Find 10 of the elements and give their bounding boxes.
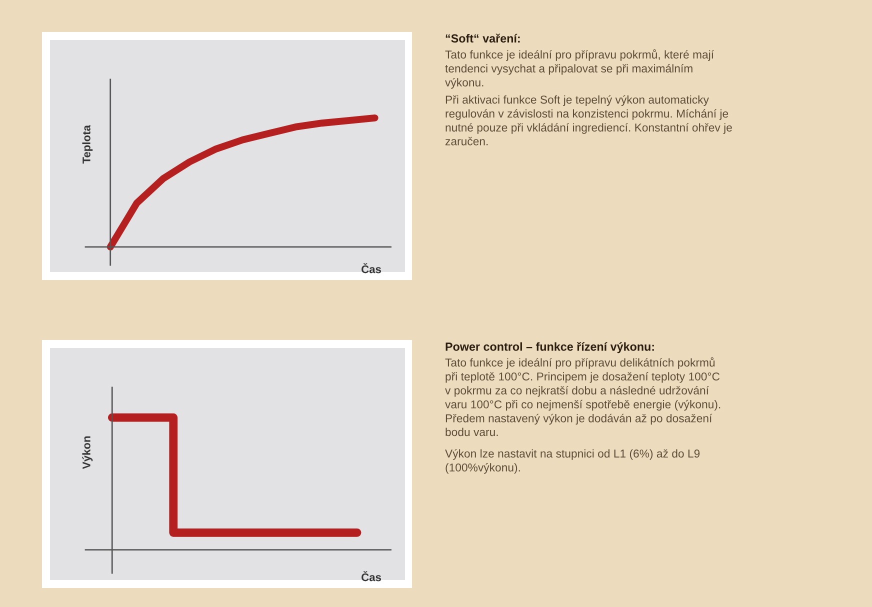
x-axis-title: Čas	[362, 263, 382, 274]
x-axis-title: Čas	[362, 571, 382, 582]
text: Tato funkce je ideální pro přípravu delikátních pokrmů při teplotě 100°C. Principem je dosažení teploty 100°C v pokrmu za co nejkratší dobu a následné udržování varu 100°C při co nejmenší spotřebě energie (výkonu). Předem nastavený výkon je dodáván až po dosažení bodu varu.	[445, 357, 720, 436]
text: Při aktivaci funkce Soft je tepelný výkon automaticky regulován v závislosti na konzistenci pokrmu. Míchání je nutné pouze při vkládání ingrediencí. Konstantní ohřev je zaručen.	[445, 95, 732, 146]
text: Tato funkce je ideální pro přípravu pokrmů, které mají tendenci vysychat a připalovat se při maximálním výkonu.	[445, 49, 714, 89]
text: “Soft“ vaření:	[446, 34, 520, 43]
y-axis-title: Teplota	[82, 124, 93, 164]
y-axis-title: Výkon	[82, 436, 93, 469]
text: Power control – funkce řízení výkonu:	[446, 342, 654, 354]
text: Výkon lze nastavit na stupnici od L1 (6%) až do L9 (100%výkonu).	[445, 449, 700, 474]
